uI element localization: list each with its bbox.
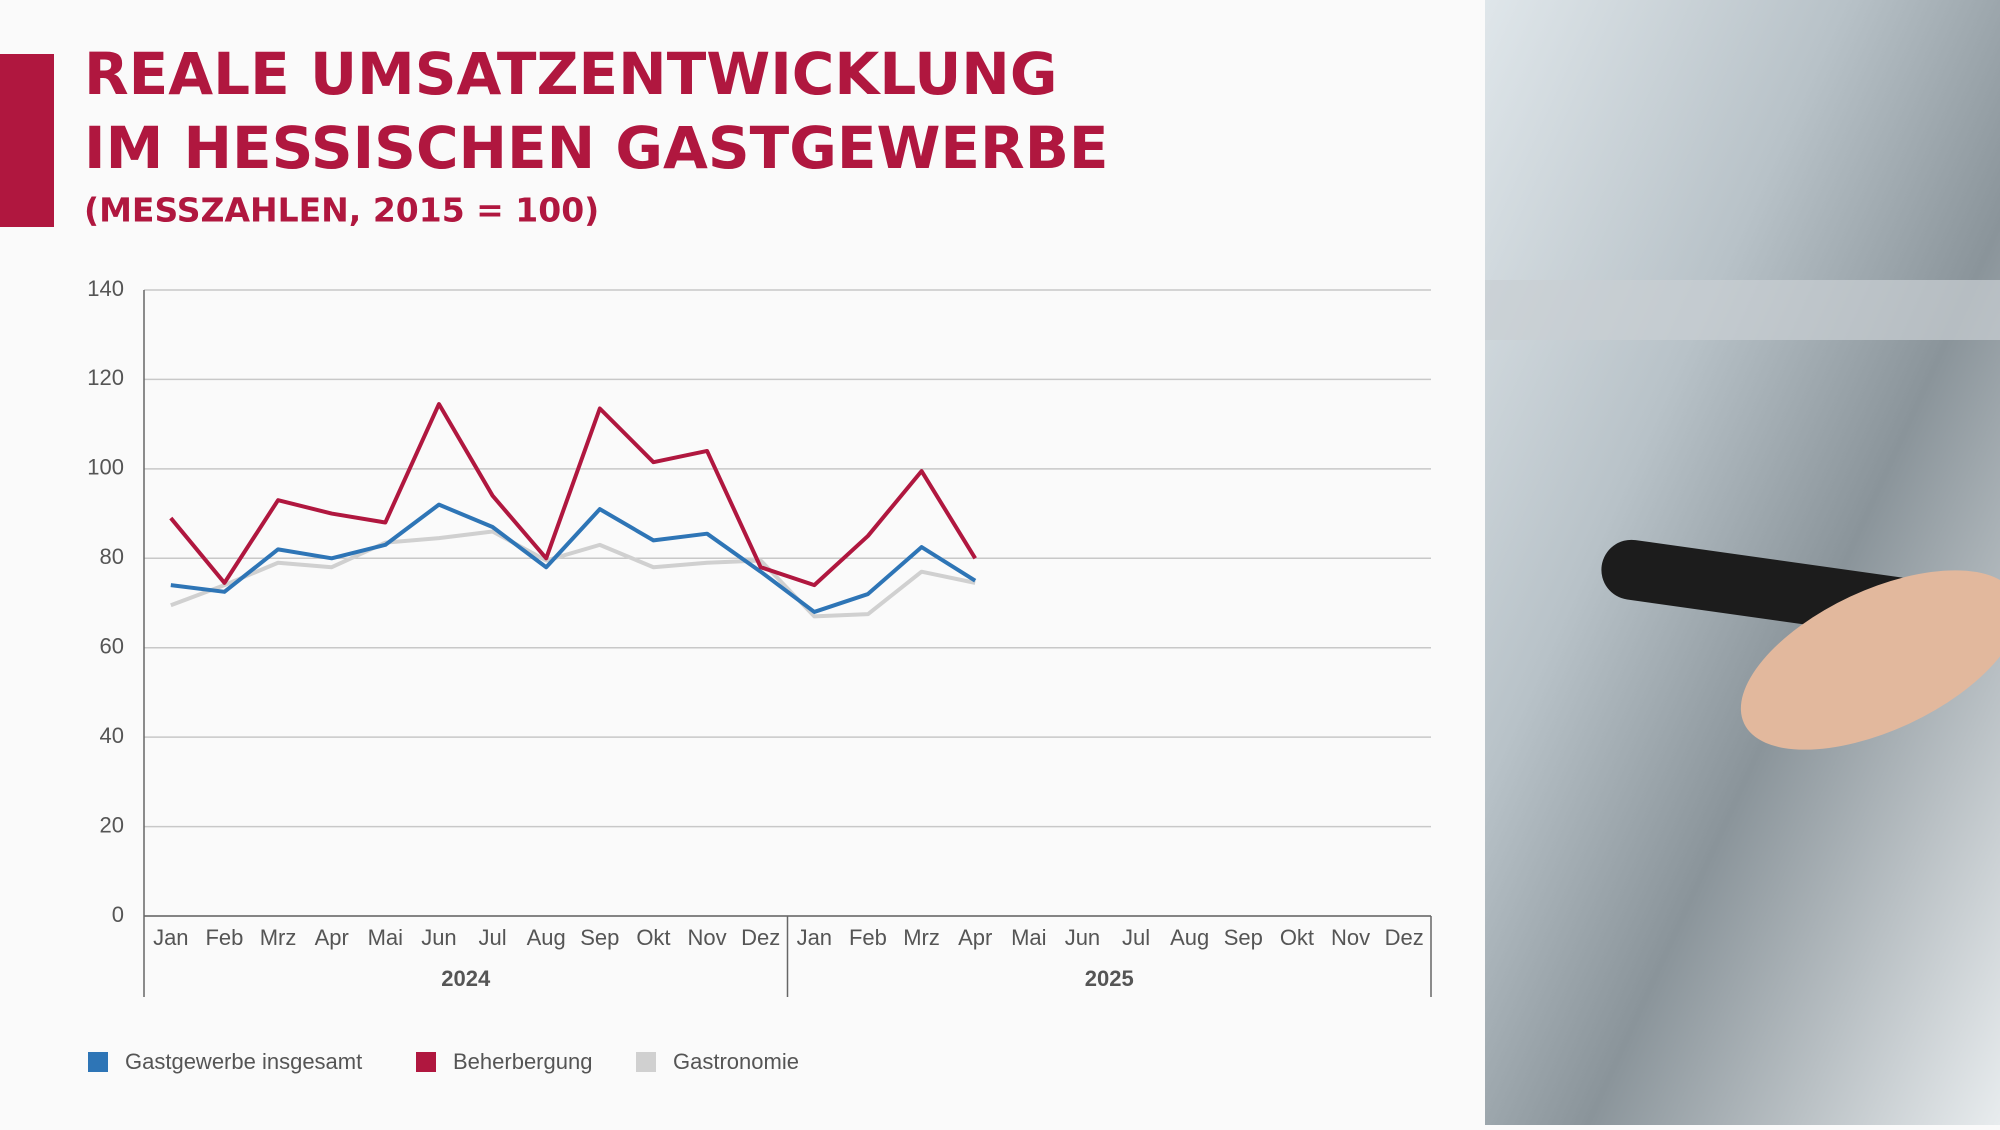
legend-swatch	[88, 1052, 108, 1072]
y-tick-label: 140	[87, 276, 124, 301]
x-tick-label: Apr	[958, 925, 992, 950]
series-line	[170, 529, 976, 619]
chart-title: REALE UMSATZENTWICKLUNG	[84, 40, 1057, 108]
x-tick-label: Mai	[368, 925, 403, 950]
x-tick-label: Mai	[1011, 925, 1046, 950]
x-tick-label: Aug	[527, 925, 566, 950]
x-tick-label: Jan	[797, 925, 832, 950]
x-group-label: 2025	[1085, 966, 1134, 991]
x-tick-label: Sep	[580, 925, 619, 950]
x-group-label: 2024	[441, 966, 491, 991]
x-tick-label: Jul	[479, 925, 507, 950]
accent-bar	[0, 54, 54, 227]
y-tick-label: 80	[100, 544, 124, 569]
x-tick-label: Nov	[688, 925, 727, 950]
y-tick-label: 20	[100, 812, 124, 837]
legend-swatch	[636, 1052, 656, 1072]
x-tick-label: Dez	[1385, 925, 1424, 950]
x-tick-label: Sep	[1224, 925, 1263, 950]
photo-detail	[1740, 570, 2000, 750]
x-tick-label: Nov	[1331, 925, 1370, 950]
x-tick-label: Aug	[1170, 925, 1209, 950]
series-line	[170, 502, 977, 614]
chart-subtitle: (MESSZAHLEN, 2015 = 100)	[84, 191, 599, 230]
x-tick-label: Jun	[1065, 925, 1100, 950]
legend-label: Beherbergung	[453, 1049, 592, 1074]
y-tick-label: 120	[87, 365, 124, 390]
y-tick-label: 0	[112, 902, 124, 927]
x-tick-label: Mrz	[260, 925, 297, 950]
x-tick-label: Apr	[315, 925, 349, 950]
x-tick-label: Jun	[421, 925, 456, 950]
x-tick-label: Jan	[153, 925, 188, 950]
chart-title: IM HESSISCHEN GASTGEWERBE	[84, 114, 1109, 182]
series-line	[169, 402, 977, 588]
legend-label: Gastgewerbe insgesamt	[125, 1049, 362, 1074]
x-tick-label: Jul	[1122, 925, 1150, 950]
x-tick-label: Okt	[1280, 925, 1314, 950]
x-tick-label: Okt	[636, 925, 670, 950]
x-tick-label: Dez	[741, 925, 780, 950]
y-tick-label: 100	[87, 455, 124, 480]
y-tick-label: 40	[100, 723, 124, 748]
y-tick-label: 60	[100, 634, 124, 659]
x-tick-label: Feb	[205, 925, 243, 950]
x-tick-label: Feb	[849, 925, 887, 950]
legend-label: Gastronomie	[673, 1049, 799, 1074]
x-tick-label: Mrz	[903, 925, 940, 950]
photo-detail	[1485, 280, 2000, 340]
legend-swatch	[416, 1052, 436, 1072]
